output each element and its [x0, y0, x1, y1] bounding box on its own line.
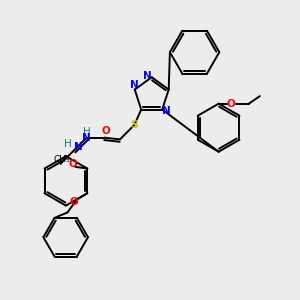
Text: O: O [226, 99, 235, 109]
Text: CH₃: CH₃ [54, 155, 70, 164]
Text: N: N [143, 70, 152, 80]
Text: H: H [64, 139, 71, 149]
Text: H: H [83, 127, 91, 137]
Text: N: N [74, 142, 82, 152]
Text: O: O [68, 159, 77, 170]
Text: N: N [130, 80, 139, 90]
Text: O: O [102, 126, 111, 136]
Text: O: O [69, 197, 78, 207]
Text: N: N [162, 106, 171, 116]
Text: S: S [130, 120, 138, 130]
Text: N: N [82, 133, 90, 143]
